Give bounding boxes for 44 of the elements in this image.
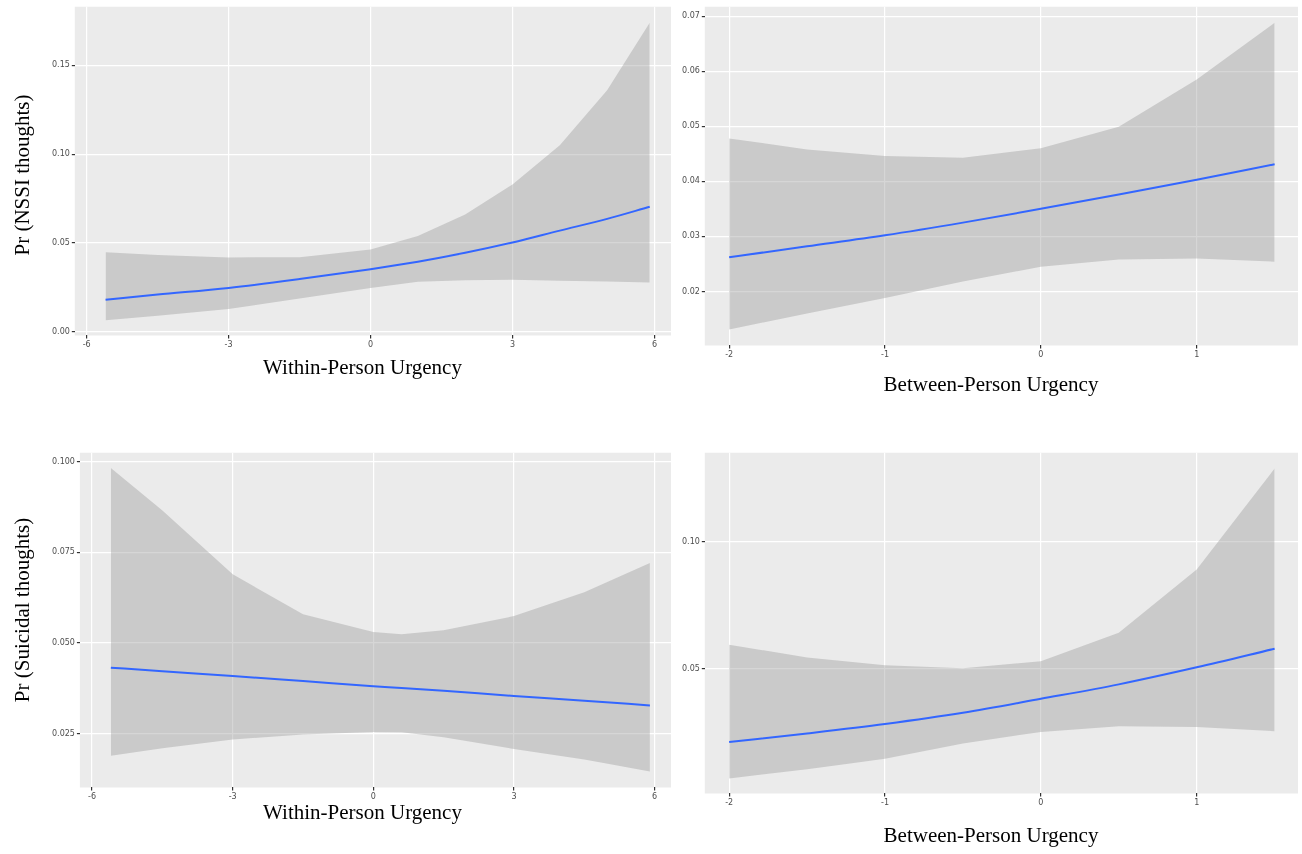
x-tick-label: -2: [725, 350, 734, 360]
y-tick-label: 0.050: [52, 638, 75, 648]
x-axis-title: Within-Person Urgency: [262, 800, 463, 825]
x-tick-label: -1: [880, 350, 889, 360]
y-axis-title: Pr (Suicidal thoughts): [9, 517, 35, 703]
line-series: [728, 647, 1276, 744]
x-tick-label: -3: [224, 340, 233, 350]
x-tick-label: -2: [725, 798, 734, 808]
x-tick-label: 0: [1038, 350, 1044, 360]
x-tick-label: 0: [370, 792, 376, 802]
x-axis-title: Within-Person Urgency: [262, 355, 463, 380]
x-tick-label: -6: [82, 340, 91, 350]
x-tick-label: 1: [1194, 350, 1200, 360]
x-tick-label: 3: [509, 340, 516, 350]
y-tick-label: 0.10: [682, 536, 700, 546]
line-series: [109, 666, 651, 707]
x-tick-label: -1: [880, 798, 889, 808]
y-tick-label: 0.04: [682, 176, 700, 186]
x-tick-label: 1: [1194, 798, 1200, 808]
x-tick-label: 0: [1038, 798, 1044, 808]
y-tick-label: 0.06: [682, 66, 700, 76]
x-tick-label: 6: [652, 792, 658, 802]
y-tick-label: 0.15: [52, 60, 70, 70]
y-axis-title: Pr (NSSI thoughts): [9, 94, 35, 256]
y-tick-label: 0.075: [52, 547, 75, 557]
y-tick-label: 0.025: [52, 728, 75, 738]
y-tick-label: 0.00: [52, 326, 70, 336]
x-tick-label: 3: [511, 792, 517, 802]
y-tick-label: 0.02: [682, 286, 700, 296]
x-tick-label: 6: [651, 340, 657, 350]
x-axis-title: Between-Person Urgency: [882, 372, 1100, 397]
x-tick-label: -3: [228, 792, 237, 802]
y-tick-label: 0.05: [682, 663, 700, 673]
y-tick-label: 0.10: [52, 149, 70, 159]
y-tick-label: 0.03: [682, 231, 700, 241]
x-tick-label: 0: [367, 340, 374, 350]
y-tick-label: 0.100: [52, 456, 75, 466]
line-series: [104, 205, 651, 301]
line-series: [728, 163, 1276, 259]
x-tick-label: -6: [88, 792, 97, 802]
y-tick-label: 0.05: [52, 238, 70, 248]
y-tick-label: 0.07: [682, 11, 700, 21]
x-axis-title: Between-Person Urgency: [882, 823, 1100, 848]
y-tick-label: 0.05: [682, 121, 700, 131]
